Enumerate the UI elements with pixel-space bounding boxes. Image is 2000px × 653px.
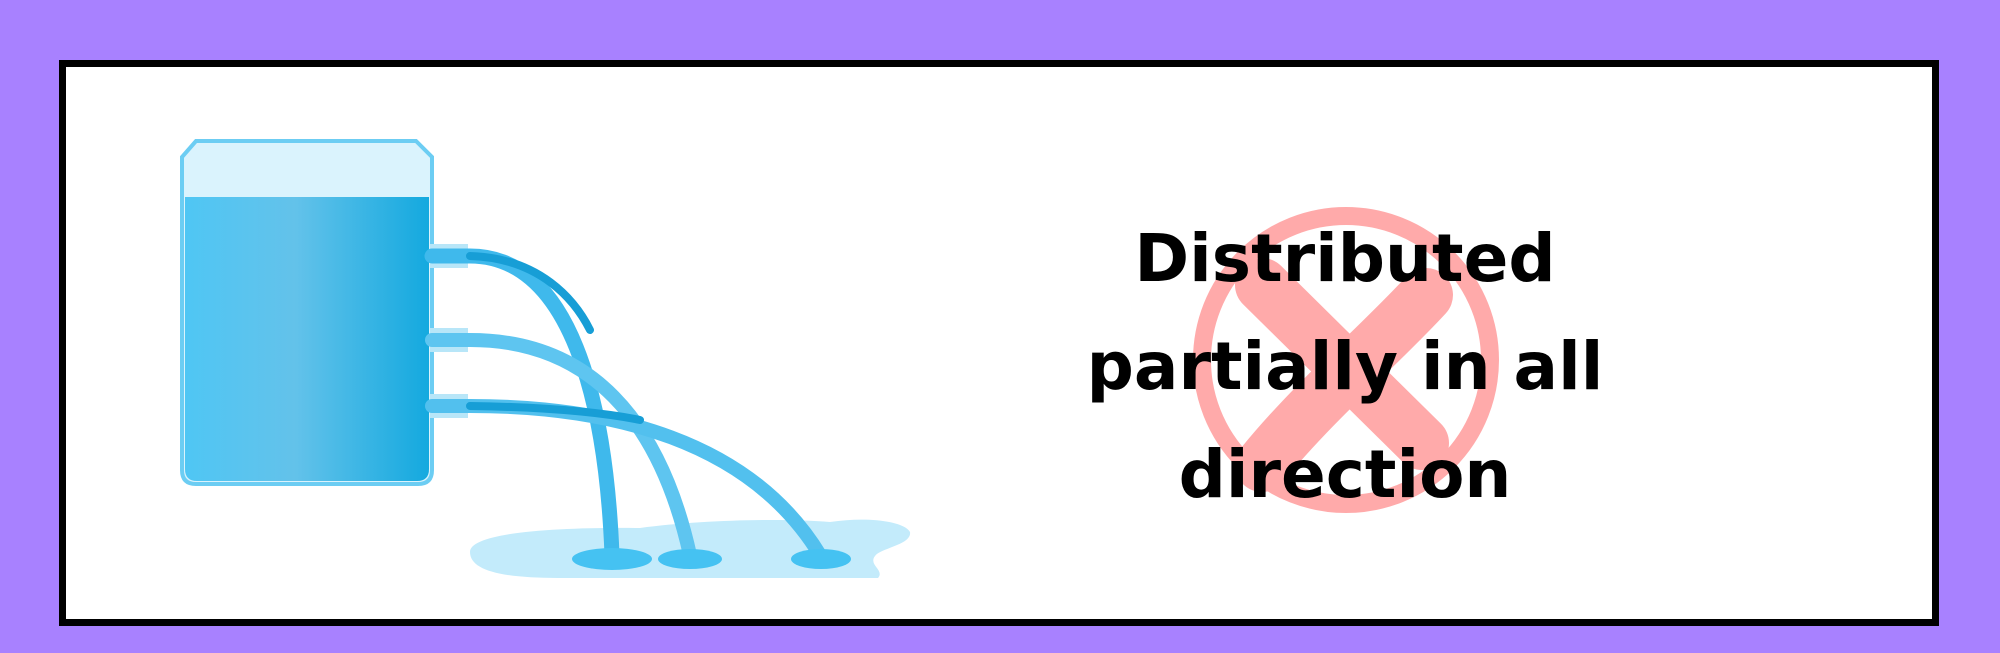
- water-stream-icon: [424, 248, 851, 570]
- water-container-icon: [180, 139, 434, 486]
- outlet-pipe-icon: [430, 244, 468, 418]
- caption-line: Distributed: [1134, 220, 1556, 297]
- cross-mark-icon: [1193, 207, 1499, 513]
- caption-line: partially in all: [1086, 328, 1604, 405]
- diagram-caption: Distributed partially in all direction: [1015, 205, 1675, 529]
- caption-line: direction: [1178, 436, 1512, 513]
